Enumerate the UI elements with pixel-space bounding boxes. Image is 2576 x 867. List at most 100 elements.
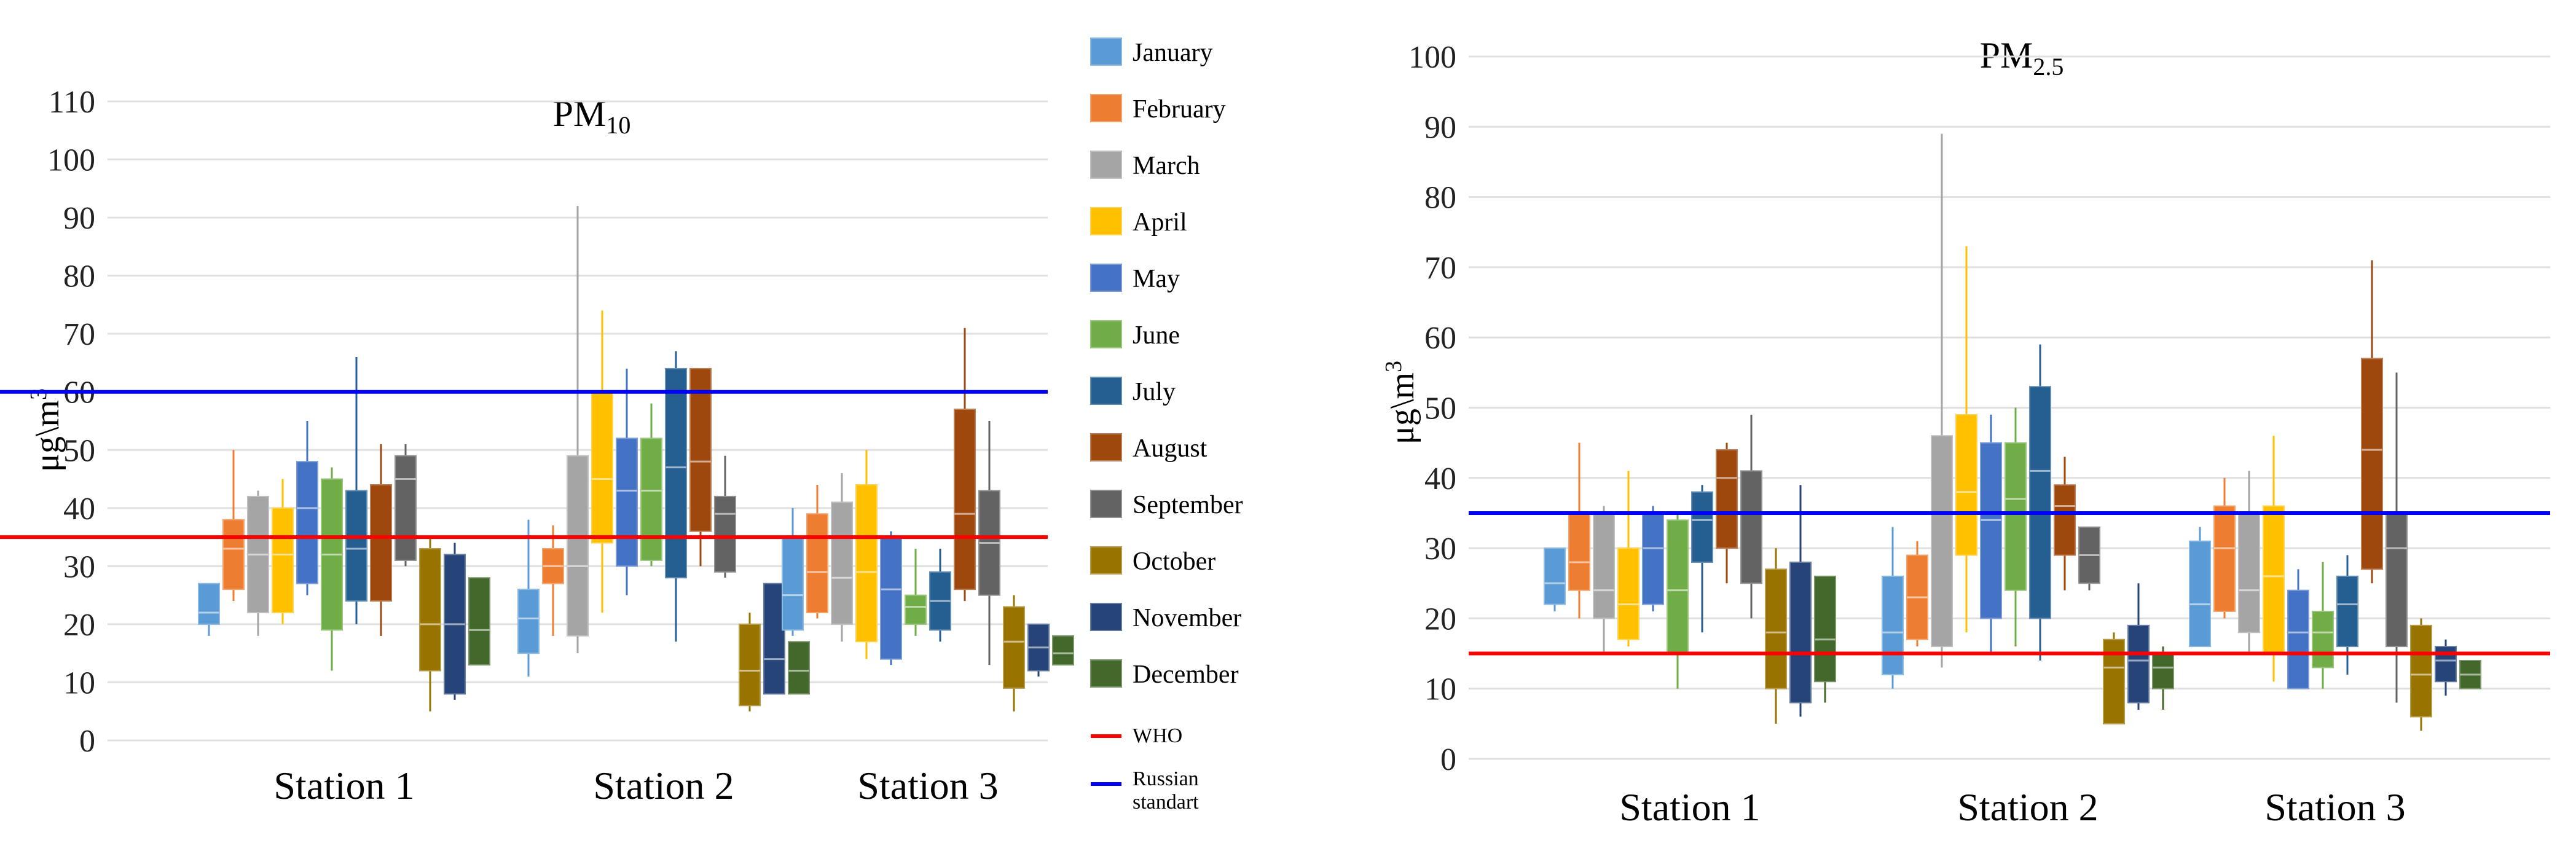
box-body [517,589,540,654]
box-body [1052,635,1074,666]
box-body [2213,505,2236,612]
legend-swatch [1090,94,1122,122]
box-july-station-1 [1691,485,1713,633]
legend-item-may: May [1090,264,1180,293]
box-body [272,507,294,613]
y-tick-label: 0 [1440,742,1456,777]
box-september-station-1 [395,444,417,567]
box-body [2361,358,2383,570]
chart-title: PM2.5 [1980,35,2064,80]
legend-item-november: November [1090,603,1241,632]
box-may-station-2 [1980,414,2002,654]
box-body [198,583,220,625]
box-november-station-3 [1027,623,1050,677]
box-july-station-2 [2029,344,2051,661]
box-body [2386,512,2408,648]
box-january-station-1 [1544,547,1566,611]
legend-swatch [1090,377,1122,405]
legend-label: June [1133,321,1180,350]
legend-swatch [1090,207,1122,235]
box-body [370,484,392,602]
box-december-station-3 [2459,659,2481,689]
y-tick-label: 90 [1424,110,1456,145]
legend-line-label: Russian standart [1133,767,1199,814]
box-body [1765,568,1787,689]
box-june-station-2 [640,403,662,567]
box-november-station-2 [2127,583,2150,710]
box-august-station-3 [954,328,976,602]
legend-swatch [1090,264,1122,292]
y-tick-label: 0 [79,724,95,759]
y-tick-label: 40 [63,492,95,527]
box-june-station-1 [321,467,343,671]
box-body [1568,512,1590,591]
box-january-station-2 [1882,527,1904,689]
y-tick-label: 20 [63,608,95,643]
box-february-station-1 [1568,442,1590,619]
box-december-station-2 [788,641,810,695]
legend-item-july: July [1090,377,1176,406]
box-october-station-3 [1003,595,1025,712]
box-february-station-2 [542,525,564,636]
box-october-station-2 [739,613,761,712]
category-label: Station 2 [1957,785,2098,829]
box-body [689,367,712,532]
box-october-station-1 [419,537,441,712]
category-label: Station 3 [857,764,998,807]
box-august-station-2 [689,367,712,567]
box-body [905,594,927,625]
box-december-station-1 [468,577,490,666]
legend-label: September [1133,491,1243,519]
category-label: Station 1 [273,764,414,807]
category-labels: Station 1 Station 2 Station 3 [273,764,998,807]
y-tick-label: 50 [63,433,95,468]
box-body [1691,491,1713,563]
box-november-station-2 [763,583,785,695]
box-body [345,490,367,602]
box-body [782,536,804,631]
box-april-station-3 [855,450,878,659]
box-july-station-3 [929,549,951,642]
box-body [2312,610,2334,669]
box-body [2238,512,2260,634]
box-body [2287,589,2309,689]
box-march-station-1 [1593,506,1615,654]
legend-label: April [1133,208,1187,237]
box-august-station-2 [2054,457,2076,590]
box-october-station-3 [2410,618,2432,731]
pm25-chart: PM2.5 μg\m3 0 10 20 30 40 50 60 70 80 90 100 Stati… [1381,35,2550,829]
box-body [763,583,785,695]
box-body [1642,512,1664,605]
box-body [788,641,810,695]
box-april-station-2 [1955,246,1977,633]
box-may-station-1 [1642,506,1664,611]
legend-label: November [1133,604,1241,632]
box-january-station-2 [517,519,540,677]
legend-swatch [1090,546,1122,575]
box-body [1716,449,1738,549]
box-march-station-3 [831,473,853,642]
box-body [2127,624,2150,704]
box-body [665,367,687,579]
box-april-station-2 [591,310,613,613]
box-body [806,513,828,613]
box-june-station-3 [905,549,927,636]
box-march-station-2 [1931,133,1953,668]
box-body [1544,547,1566,605]
box-body [2152,653,2174,689]
category-label: Station 2 [593,764,734,807]
y-tick-label: 30 [63,549,95,584]
legend-label: May [1133,265,1180,293]
box-body [395,455,417,561]
y-tick-label: 30 [1424,532,1456,567]
legend-label: March [1133,152,1200,180]
legend-swatch [1090,37,1122,66]
box-august-station-1 [370,444,392,636]
box-body [1980,442,2002,619]
box-body [739,623,761,707]
y-tick-label: 40 [1424,461,1456,496]
legend-item-march: March [1090,151,1200,180]
box-january-station-3 [782,508,804,636]
